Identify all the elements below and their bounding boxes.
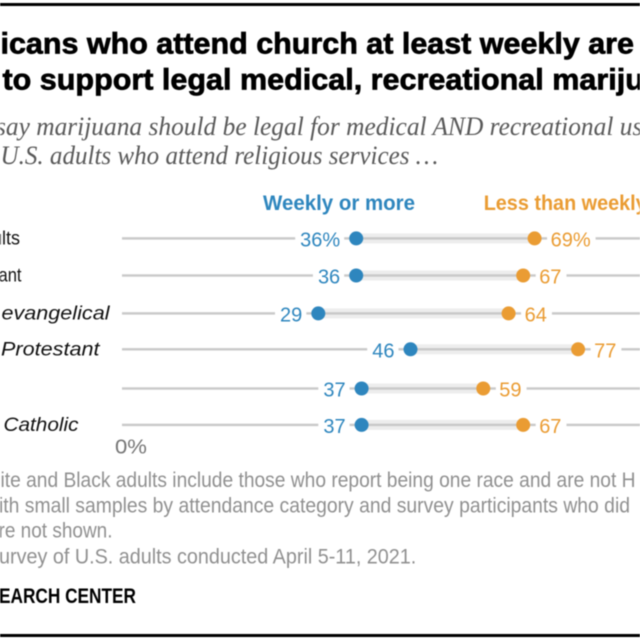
svg-text:U.S. adults who attend religio: U.S. adults who attend religious service…	[1, 141, 439, 170]
svg-text:say marijuana should be legal: say marijuana should be legal for medica…	[0, 112, 640, 141]
svg-text:67: 67	[539, 416, 561, 438]
svg-text:29: 29	[280, 304, 302, 326]
svg-text:urvey of U.S. adults conducted: urvey of U.S. adults conducted April 5-1…	[0, 546, 416, 569]
svg-text:Catholic: Catholic	[4, 414, 79, 436]
svg-text:77: 77	[594, 340, 616, 362]
svg-text:46: 46	[372, 340, 394, 362]
svg-text:67: 67	[539, 267, 561, 289]
svg-text:36: 36	[318, 267, 340, 289]
svg-text:59: 59	[499, 380, 521, 402]
svg-text:ith small samples by attendanc: ith small samples by attendance category…	[0, 494, 630, 517]
svg-text:to support legal medical, recr: to support legal medical, recreational m…	[3, 64, 640, 97]
svg-text:icans who attend church at lea: icans who attend church at least weekly …	[1, 28, 635, 61]
svg-text:36%: 36%	[300, 229, 340, 251]
svg-text:ults: ults	[0, 228, 20, 250]
svg-text:Less than weekly: Less than weekly	[484, 191, 640, 215]
svg-text:EARCH CENTER: EARCH CENTER	[0, 585, 136, 608]
svg-text:69%: 69%	[551, 229, 591, 251]
svg-text:37: 37	[323, 416, 345, 438]
svg-text:evangelical: evangelical	[2, 303, 111, 325]
svg-text:ite and Black adults include t: ite and Black adults include those who r…	[1, 469, 636, 492]
svg-text:64: 64	[525, 304, 547, 326]
svg-text:Protestant: Protestant	[1, 339, 101, 361]
svg-text:0%: 0%	[115, 437, 147, 459]
svg-text:37: 37	[323, 380, 345, 402]
svg-text:re not shown.: re not shown.	[0, 520, 113, 543]
svg-text:Weekly or more: Weekly or more	[263, 191, 415, 215]
svg-text:ant: ant	[0, 265, 22, 287]
